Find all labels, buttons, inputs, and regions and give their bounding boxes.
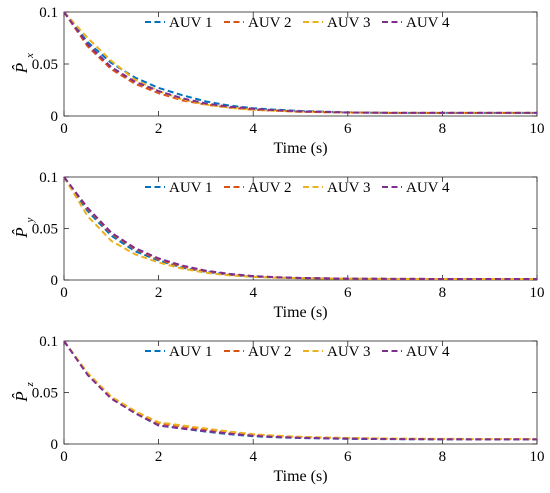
- legend-label-4: AUV 4: [406, 344, 450, 360]
- x-tick-label: 6: [344, 449, 352, 465]
- x-tick-label: 8: [439, 285, 447, 301]
- y-axis-label: P̂: [12, 391, 31, 402]
- x-tick-label: 6: [344, 285, 352, 301]
- legend-label-2: AUV 2: [248, 15, 291, 31]
- y-axis-label-group: P̂ y: [12, 218, 36, 239]
- series-line-4: [63, 11, 537, 114]
- x-tick-label: 10: [530, 285, 545, 301]
- x-tick-label: 0: [60, 121, 68, 137]
- y-tick-label: 0.1: [39, 5, 58, 21]
- x-tick-label: 4: [249, 285, 257, 301]
- y-tick-label: 0.05: [32, 57, 58, 73]
- y-axis-label-subscript: z: [24, 382, 36, 388]
- y-tick-label: 0: [51, 437, 59, 453]
- plot-area: [63, 11, 538, 117]
- y-tick-label: 0.05: [32, 222, 58, 238]
- legend-label-3: AUV 3: [327, 15, 370, 31]
- series-line-3: [63, 340, 537, 441]
- x-axis-label: Time (s): [273, 468, 327, 485]
- y-axis-label-group: P̂ z: [12, 382, 36, 403]
- legend-label-2: AUV 2: [248, 344, 291, 360]
- series-line-4: [63, 176, 537, 280]
- x-tick-label: 4: [249, 121, 257, 137]
- x-tick-label: 2: [155, 121, 163, 137]
- series-line-3: [63, 176, 537, 280]
- series-line-4: [63, 340, 537, 441]
- x-tick-label: 0: [60, 285, 68, 301]
- plot-area: [63, 340, 538, 445]
- x-tick-label: 4: [249, 449, 257, 465]
- x-tick-label: 2: [155, 285, 163, 301]
- legend-label-3: AUV 3: [327, 180, 370, 196]
- x-tick-label: 2: [155, 449, 163, 465]
- y-tick-label: 0.1: [39, 334, 58, 350]
- y-axis-label-subscript: x: [24, 53, 36, 59]
- legend-label-4: AUV 4: [406, 180, 450, 196]
- x-tick-label: 8: [439, 121, 447, 137]
- y-tick-label: 0: [51, 109, 59, 125]
- legend-label-4: AUV 4: [406, 15, 450, 31]
- x-tick-label: 0: [60, 449, 68, 465]
- y-tick-label: 0.05: [32, 386, 58, 402]
- plot-area: [63, 176, 538, 281]
- x-tick-label: 6: [344, 121, 352, 137]
- x-axis-label: Time (s): [273, 304, 327, 321]
- x-tick-label: 10: [530, 449, 545, 465]
- y-axis-label: P̂: [12, 227, 31, 238]
- legend: AUV 1 AUV 2 AUV 3 AUV 4: [145, 180, 450, 196]
- legend-label-1: AUV 1: [169, 180, 212, 196]
- series-line-3: [63, 11, 537, 114]
- x-tick-label: 8: [439, 449, 447, 465]
- y-axis-label-group: P̂ x: [12, 53, 36, 74]
- x-axis-label: Time (s): [273, 140, 327, 157]
- legend: AUV 1 AUV 2 AUV 3 AUV 4: [145, 344, 450, 360]
- y-axis-label-subscript: y: [24, 218, 36, 224]
- y-tick-label: 0.1: [39, 170, 58, 186]
- y-axis-label: P̂: [12, 63, 31, 74]
- y-tick-label: 0: [51, 273, 59, 289]
- legend-label-1: AUV 1: [169, 344, 212, 360]
- x-tick-label: 10: [530, 121, 545, 137]
- legend-label-3: AUV 3: [327, 344, 370, 360]
- legend: AUV 1 AUV 2 AUV 3 AUV 4: [145, 15, 450, 31]
- legend-label-2: AUV 2: [248, 180, 291, 196]
- legend-label-1: AUV 1: [169, 15, 212, 31]
